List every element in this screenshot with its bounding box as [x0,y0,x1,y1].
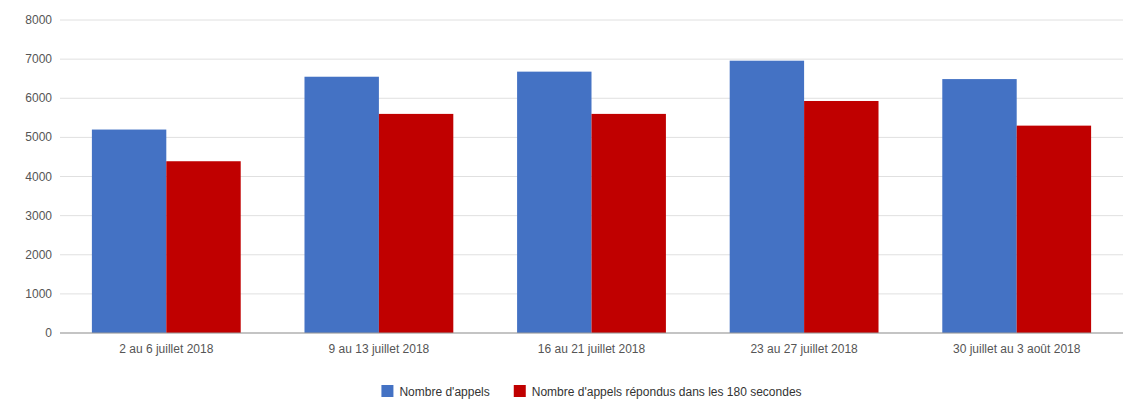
legend-swatch [381,385,393,397]
bars [92,61,1091,333]
y-tick-label: 8000 [25,13,52,27]
bar [592,114,666,333]
bar [379,114,453,333]
x-tick-label: 30 juillet au 3 août 2018 [953,342,1081,356]
x-tick-label: 16 au 21 juillet 2018 [538,342,646,356]
bar [517,72,591,333]
bar [804,101,878,333]
legend: Nombre d'appels Nombre d'appels répondus … [381,385,801,399]
bar [1017,126,1091,333]
grid [60,20,1123,333]
legend-entry: Nombre d'appels [399,385,489,399]
y-tick-label: 6000 [25,91,52,105]
bar [304,77,378,333]
y-tick-label: 3000 [25,209,52,223]
legend-entry: Nombre d'appels répondus dans les 180 se… [532,385,802,399]
y-tick-label: 1000 [25,287,52,301]
grid-line [60,59,1123,60]
x-tick-label: 2 au 6 juillet 2018 [119,342,213,356]
bar [942,79,1016,333]
y-tick-label: 7000 [25,52,52,66]
y-tick-label: 4000 [25,170,52,184]
x-tick-label: 9 au 13 juillet 2018 [329,342,430,356]
grid-line [60,333,1123,334]
y-tick-label: 0 [45,326,52,340]
bar [730,61,804,333]
bar [166,161,240,333]
x-tick-label: 23 au 27 juillet 2018 [750,342,858,356]
y-tick-label: 5000 [25,130,52,144]
x-axis-line [60,333,1123,334]
grid-line [60,20,1123,21]
legend-swatch [514,385,526,397]
chart: 0 1000 2000 3000 4000 5000 6000 7000 8000 2 au 6 … [0,0,1143,413]
y-tick-label: 2000 [25,248,52,262]
bar [92,130,166,333]
